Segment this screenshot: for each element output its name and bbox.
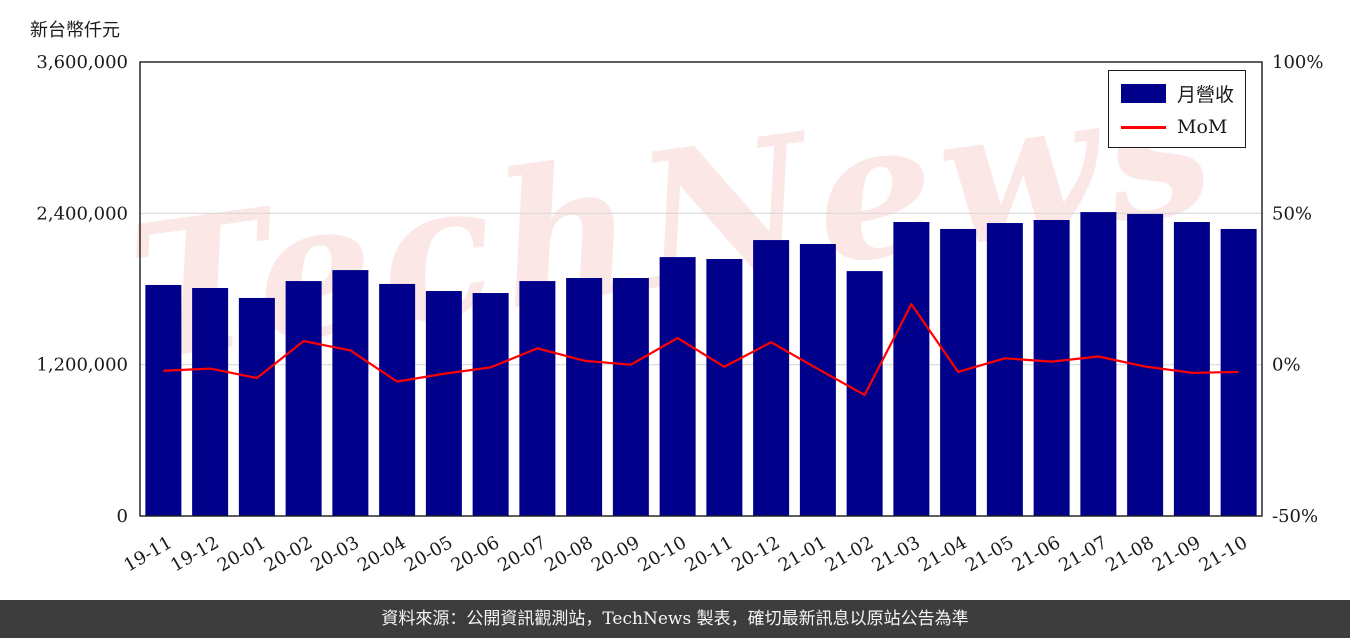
x-axis-label-21-07: 21-07 [1055, 532, 1110, 576]
mom-line-swatch [1121, 125, 1166, 129]
x-axis-label-20-05: 20-05 [401, 532, 456, 576]
bar-20-04 [379, 283, 416, 516]
x-axis-label-21-02: 21-02 [822, 532, 877, 576]
right-axis-tick-label: 0% [1272, 355, 1301, 376]
x-axis-label-21-03: 21-03 [868, 532, 923, 576]
bar-19-11 [145, 284, 182, 516]
footer-bar: 資料來源：公開資訊觀測站，TechNews 製表，確切最新訊息以原站公告為準 [0, 600, 1350, 638]
x-axis-label-20-06: 20-06 [448, 532, 503, 576]
bar-20-05 [425, 291, 462, 516]
bar-19-12 [192, 287, 229, 516]
right-axis-tick-label: 100% [1272, 52, 1323, 73]
x-axis-label-20-02: 20-02 [261, 532, 316, 576]
bar-21-03 [893, 222, 930, 516]
x-axis-label-20-07: 20-07 [494, 532, 549, 576]
x-axis-label-20-09: 20-09 [588, 532, 643, 576]
x-axis-label-21-10: 21-10 [1196, 532, 1251, 576]
revenue-bar-swatch [1121, 84, 1166, 103]
x-axis-label-20-12: 20-12 [728, 532, 783, 576]
right-axis-tick-label: -50% [1272, 506, 1318, 527]
legend-item-revenue: 月營收 [1121, 80, 1235, 107]
x-axis-label-19-12: 19-12 [167, 532, 222, 576]
x-axis-label-20-03: 20-03 [307, 532, 362, 576]
bar-21-08 [1127, 213, 1164, 517]
x-axis-label-21-05: 21-05 [962, 532, 1017, 576]
bar-21-05 [986, 223, 1023, 516]
legend-label-mom: MoM [1177, 116, 1228, 138]
bar-20-08 [566, 278, 603, 516]
bar-20-03 [332, 270, 369, 516]
bar-20-02 [285, 281, 322, 516]
x-axis-label-21-04: 21-04 [915, 532, 970, 576]
legend-item-mom: MoM [1121, 116, 1233, 138]
bar-20-11 [706, 258, 743, 516]
bar-21-06 [1033, 220, 1070, 517]
x-axis-label-21-09: 21-09 [1149, 532, 1204, 576]
left-axis-tick-label: 3,600,000 [36, 52, 128, 73]
legend-label-revenue: 月營收 [1177, 84, 1235, 106]
bar-20-12 [753, 240, 790, 516]
left-axis-tick-label: 1,200,000 [36, 355, 128, 376]
x-axis-label-21-06: 21-06 [1009, 532, 1064, 576]
x-axis-label-21-08: 21-08 [1102, 532, 1157, 576]
x-axis-label-20-04: 20-04 [354, 532, 409, 576]
legend: 月營收 MoM [1108, 70, 1246, 148]
right-axis-tick-label: 50% [1272, 203, 1312, 224]
bar-21-01 [799, 243, 836, 516]
bar-20-10 [659, 257, 696, 516]
x-axis-label-21-01: 21-01 [775, 532, 830, 576]
left-axis-tick-label: 2,400,000 [36, 203, 128, 224]
bar-21-09 [1173, 222, 1210, 516]
x-axis-label-20-01: 20-01 [214, 532, 269, 576]
y-axis-title: 新台幣仟元 [30, 20, 120, 41]
mom-line [163, 303, 1239, 397]
x-axis-label-20-08: 20-08 [541, 532, 596, 576]
x-axis-label-20-10: 20-10 [635, 532, 690, 576]
x-axis-label-20-11: 20-11 [681, 532, 736, 576]
bar-20-06 [472, 293, 509, 516]
x-axis-label-19-11: 19-11 [120, 532, 175, 576]
bar-20-07 [519, 281, 556, 516]
left-axis-tick-label: 0 [117, 506, 128, 527]
plot-border [139, 61, 1263, 517]
bar-20-09 [612, 278, 649, 516]
bar-20-01 [238, 297, 275, 516]
bar-21-07 [1080, 212, 1117, 517]
